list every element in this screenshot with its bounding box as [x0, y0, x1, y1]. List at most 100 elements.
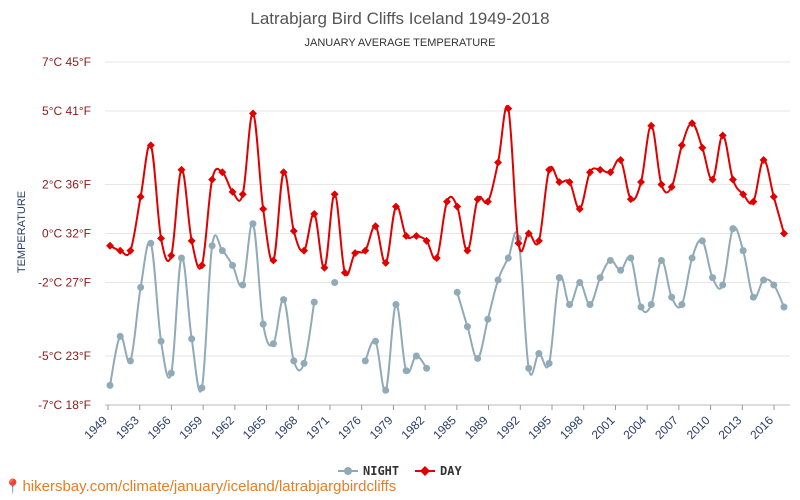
data-point-day[interactable]	[545, 165, 554, 174]
data-point-day[interactable]	[300, 246, 308, 255]
data-point-night[interactable]	[218, 247, 226, 255]
data-point-night[interactable]	[249, 220, 257, 228]
data-point-night[interactable]	[157, 337, 165, 345]
data-point-night[interactable]	[688, 254, 696, 262]
data-point-day[interactable]	[575, 205, 584, 213]
data-point-day[interactable]	[483, 197, 492, 206]
data-point-day[interactable]	[412, 231, 421, 240]
data-point-night[interactable]	[709, 274, 717, 282]
data-point-day[interactable]	[157, 234, 166, 243]
data-point-day[interactable]	[473, 195, 482, 204]
data-point-day[interactable]	[187, 236, 196, 245]
data-point-day[interactable]	[371, 222, 380, 231]
data-point-night[interactable]	[300, 359, 308, 367]
data-point-day[interactable]	[177, 165, 186, 174]
data-point-night[interactable]	[504, 254, 512, 262]
data-point-day[interactable]	[637, 178, 645, 187]
data-point-night[interactable]	[566, 301, 574, 309]
data-point-night[interactable]	[698, 237, 706, 245]
data-point-night[interactable]	[177, 254, 185, 262]
data-point-night[interactable]	[576, 279, 584, 286]
data-point-night[interactable]	[535, 350, 543, 358]
data-point-day[interactable]	[728, 175, 737, 184]
data-point-night[interactable]	[525, 364, 533, 372]
data-point-day[interactable]	[391, 202, 400, 211]
legend-item-day[interactable]: DAY	[415, 464, 462, 478]
data-point-day[interactable]	[718, 131, 727, 140]
data-point-day[interactable]	[259, 205, 268, 213]
data-point-day[interactable]	[443, 197, 451, 206]
data-point-night[interactable]	[361, 357, 369, 365]
data-point-day[interactable]	[269, 256, 278, 265]
data-point-night[interactable]	[617, 266, 625, 274]
data-point-night[interactable]	[137, 283, 145, 291]
data-point-day[interactable]	[361, 246, 370, 255]
data-point-day[interactable]	[106, 241, 114, 250]
data-point-night[interactable]	[739, 247, 747, 255]
data-point-day[interactable]	[453, 202, 462, 211]
data-point-day[interactable]	[208, 175, 217, 184]
data-point-night[interactable]	[719, 281, 727, 289]
data-point-day[interactable]	[524, 229, 533, 238]
data-point-night[interactable]	[208, 242, 216, 250]
data-point-night[interactable]	[494, 276, 502, 284]
data-point-night[interactable]	[402, 367, 410, 375]
data-point-day[interactable]	[708, 175, 717, 184]
data-point-day[interactable]	[146, 141, 155, 150]
data-point-night[interactable]	[280, 296, 288, 304]
source-link[interactable]: 📍hikersbay.com/climate/january/iceland/l…	[4, 478, 396, 495]
data-point-night[interactable]	[555, 274, 563, 282]
data-point-night[interactable]	[637, 303, 645, 311]
data-point-day[interactable]	[402, 231, 411, 240]
data-point-night[interactable]	[269, 340, 277, 348]
data-point-night[interactable]	[484, 315, 492, 323]
data-point-day[interactable]	[514, 239, 523, 248]
data-point-day[interactable]	[340, 268, 349, 277]
data-point-day[interactable]	[586, 168, 594, 177]
data-point-night[interactable]	[259, 320, 267, 328]
data-point-night[interactable]	[729, 225, 737, 233]
data-point-day[interactable]	[565, 178, 574, 187]
data-point-day[interactable]	[739, 190, 748, 199]
data-point-day[interactable]	[677, 141, 686, 150]
data-point-night[interactable]	[412, 352, 420, 360]
data-point-day[interactable]	[534, 236, 543, 245]
data-point-day[interactable]	[279, 168, 288, 177]
data-point-day[interactable]	[330, 190, 339, 199]
data-point-day[interactable]	[228, 187, 237, 196]
data-point-day[interactable]	[249, 109, 257, 118]
data-point-night[interactable]	[116, 332, 124, 340]
data-point-night[interactable]	[382, 386, 390, 394]
data-point-night[interactable]	[392, 301, 400, 309]
data-point-day[interactable]	[116, 246, 125, 255]
data-point-night[interactable]	[647, 301, 655, 309]
data-point-day[interactable]	[616, 156, 625, 164]
data-point-night[interactable]	[106, 381, 114, 389]
data-point-day[interactable]	[238, 190, 247, 199]
data-point-day[interactable]	[494, 158, 503, 167]
legend-item-night[interactable]: NIGHT	[338, 464, 399, 478]
data-point-day[interactable]	[422, 236, 431, 245]
data-point-night[interactable]	[545, 359, 553, 367]
data-point-day[interactable]	[218, 168, 227, 177]
data-point-night[interactable]	[627, 254, 635, 262]
data-point-night[interactable]	[239, 281, 247, 289]
data-point-day[interactable]	[381, 258, 390, 267]
data-point-night[interactable]	[760, 276, 768, 284]
data-point-night[interactable]	[229, 261, 237, 269]
data-point-night[interactable]	[423, 364, 431, 372]
data-point-night[interactable]	[453, 288, 461, 296]
data-point-night[interactable]	[372, 337, 380, 345]
data-point-day[interactable]	[197, 261, 206, 270]
data-point-day[interactable]	[759, 156, 768, 164]
data-point-day[interactable]	[596, 165, 605, 174]
data-point-day[interactable]	[606, 168, 615, 177]
data-point-day[interactable]	[320, 263, 329, 272]
data-point-night[interactable]	[657, 256, 665, 264]
data-point-night[interactable]	[310, 298, 318, 306]
data-point-night[interactable]	[678, 301, 686, 309]
data-point-day[interactable]	[647, 121, 656, 130]
data-point-day[interactable]	[351, 249, 360, 258]
data-point-night[interactable]	[331, 279, 339, 286]
data-point-day[interactable]	[126, 246, 135, 255]
